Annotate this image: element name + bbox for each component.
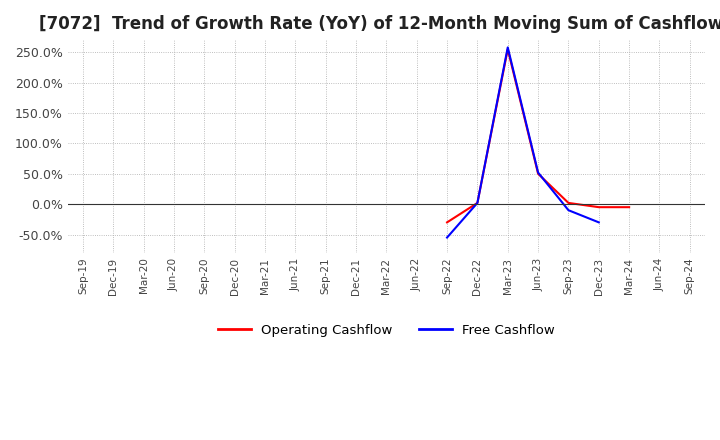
Line: Free Cashflow: Free Cashflow xyxy=(447,48,660,249)
Operating Cashflow xyxy=(443,220,451,225)
Operating Cashflow xyxy=(564,200,573,205)
Operating Cashflow xyxy=(595,205,603,210)
Free Cashflow xyxy=(473,200,482,205)
Free Cashflow xyxy=(595,220,603,225)
Free Cashflow xyxy=(534,170,542,175)
Free Cashflow xyxy=(443,235,451,240)
Title: [7072]  Trend of Growth Rate (YoY) of 12-Month Moving Sum of Cashflows: [7072] Trend of Growth Rate (YoY) of 12-… xyxy=(40,15,720,33)
Free Cashflow xyxy=(503,45,512,50)
Operating Cashflow xyxy=(473,200,482,205)
Operating Cashflow xyxy=(534,171,542,176)
Free Cashflow xyxy=(655,247,664,252)
Operating Cashflow xyxy=(503,47,512,52)
Legend: Operating Cashflow, Free Cashflow: Operating Cashflow, Free Cashflow xyxy=(212,318,560,342)
Line: Operating Cashflow: Operating Cashflow xyxy=(447,49,629,222)
Operating Cashflow xyxy=(625,205,634,210)
Free Cashflow xyxy=(564,208,573,213)
